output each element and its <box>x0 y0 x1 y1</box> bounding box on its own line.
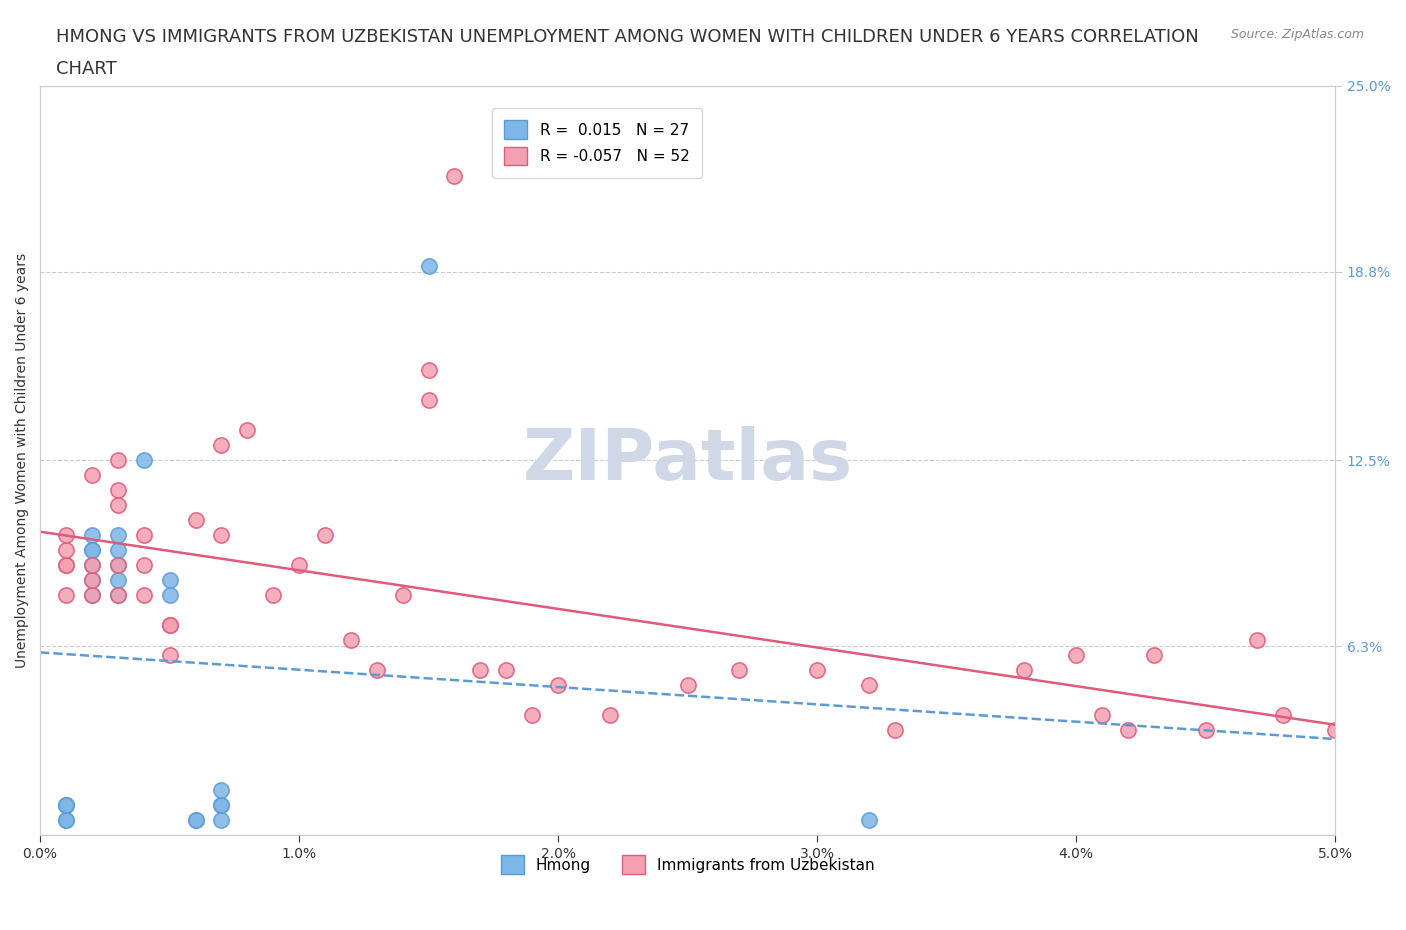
Point <box>209 798 232 813</box>
Point <box>209 798 232 813</box>
Point <box>858 813 880 828</box>
Legend: Hmong, Immigrants from Uzbekistan: Hmong, Immigrants from Uzbekistan <box>495 849 880 880</box>
Point <box>159 648 181 663</box>
Point <box>80 588 103 603</box>
Point <box>107 453 129 468</box>
Point <box>132 453 155 468</box>
Point <box>107 558 129 573</box>
Point <box>107 543 129 558</box>
Point <box>676 678 699 693</box>
Point <box>184 813 207 828</box>
Point <box>132 588 155 603</box>
Point <box>288 558 311 573</box>
Point <box>418 259 440 273</box>
Point <box>184 813 207 828</box>
Text: HMONG VS IMMIGRANTS FROM UZBEKISTAN UNEMPLOYMENT AMONG WOMEN WITH CHILDREN UNDER: HMONG VS IMMIGRANTS FROM UZBEKISTAN UNEM… <box>56 28 1199 46</box>
Point <box>470 663 492 678</box>
Point <box>236 423 259 438</box>
Point <box>80 588 103 603</box>
Point <box>159 618 181 632</box>
Point <box>806 663 828 678</box>
Point <box>159 588 181 603</box>
Point <box>55 813 77 828</box>
Point <box>159 573 181 588</box>
Point <box>80 543 103 558</box>
Point <box>1272 708 1295 723</box>
Point <box>1014 663 1036 678</box>
Point <box>1194 723 1216 737</box>
Point <box>209 528 232 543</box>
Point <box>55 528 77 543</box>
Point <box>1143 648 1166 663</box>
Point <box>55 798 77 813</box>
Point <box>495 663 517 678</box>
Point <box>132 528 155 543</box>
Point <box>80 558 103 573</box>
Point <box>1091 708 1114 723</box>
Point <box>80 573 103 588</box>
Point <box>366 663 388 678</box>
Point <box>418 363 440 378</box>
Point <box>209 813 232 828</box>
Point <box>132 558 155 573</box>
Point <box>107 588 129 603</box>
Point <box>55 558 77 573</box>
Point <box>107 558 129 573</box>
Point <box>858 678 880 693</box>
Point <box>418 393 440 408</box>
Point <box>80 468 103 483</box>
Text: Source: ZipAtlas.com: Source: ZipAtlas.com <box>1230 28 1364 41</box>
Point <box>262 588 284 603</box>
Text: ZIPatlas: ZIPatlas <box>523 426 852 495</box>
Point <box>107 498 129 512</box>
Point <box>547 678 569 693</box>
Point <box>55 798 77 813</box>
Point <box>1116 723 1139 737</box>
Point <box>55 798 77 813</box>
Point <box>55 543 77 558</box>
Point <box>883 723 905 737</box>
Point <box>340 633 363 648</box>
Point <box>209 438 232 453</box>
Point <box>728 663 751 678</box>
Point <box>107 588 129 603</box>
Point <box>391 588 413 603</box>
Point <box>80 573 103 588</box>
Point <box>107 528 129 543</box>
Point <box>55 588 77 603</box>
Point <box>80 558 103 573</box>
Point <box>159 618 181 632</box>
Point <box>107 573 129 588</box>
Point <box>1324 723 1347 737</box>
Point <box>184 513 207 528</box>
Y-axis label: Unemployment Among Women with Children Under 6 years: Unemployment Among Women with Children U… <box>15 253 30 668</box>
Point <box>314 528 336 543</box>
Point <box>55 813 77 828</box>
Point <box>209 783 232 798</box>
Point <box>599 708 621 723</box>
Point <box>1064 648 1087 663</box>
Point <box>443 168 465 183</box>
Point <box>55 558 77 573</box>
Point <box>80 543 103 558</box>
Point <box>80 528 103 543</box>
Point <box>522 708 544 723</box>
Point <box>1246 633 1268 648</box>
Text: CHART: CHART <box>56 60 117 78</box>
Point <box>107 483 129 498</box>
